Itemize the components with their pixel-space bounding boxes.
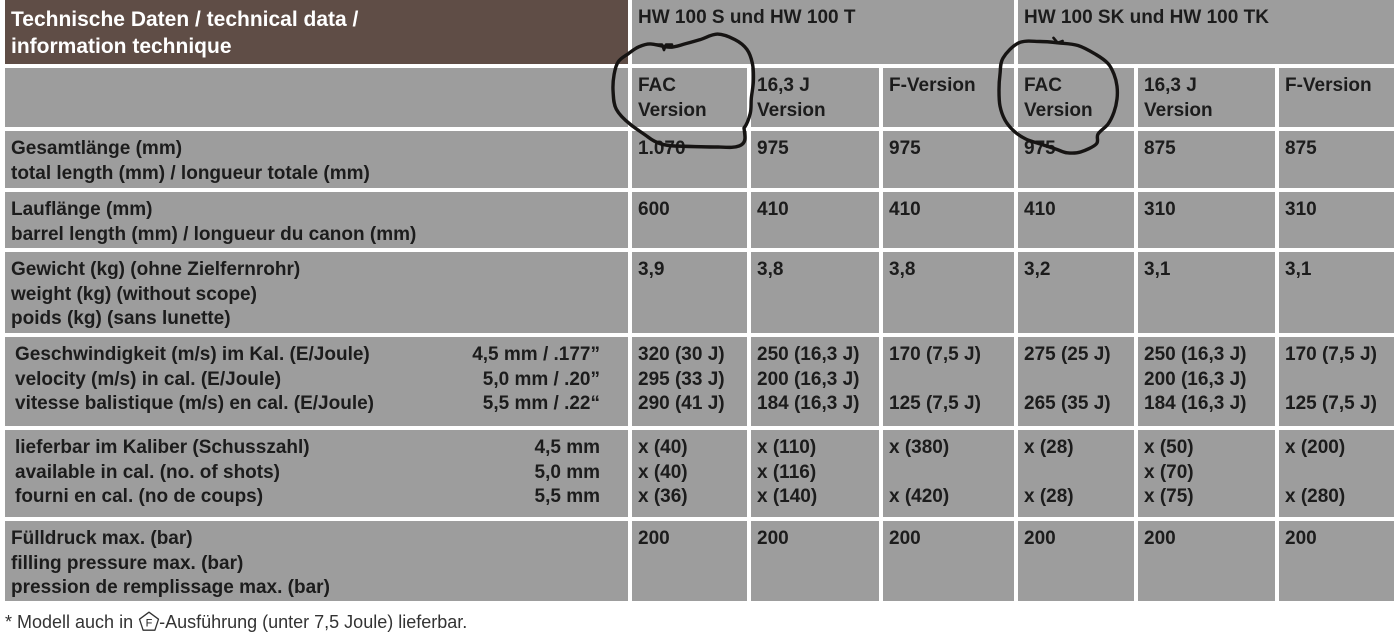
- svg-text:F: F: [146, 617, 153, 629]
